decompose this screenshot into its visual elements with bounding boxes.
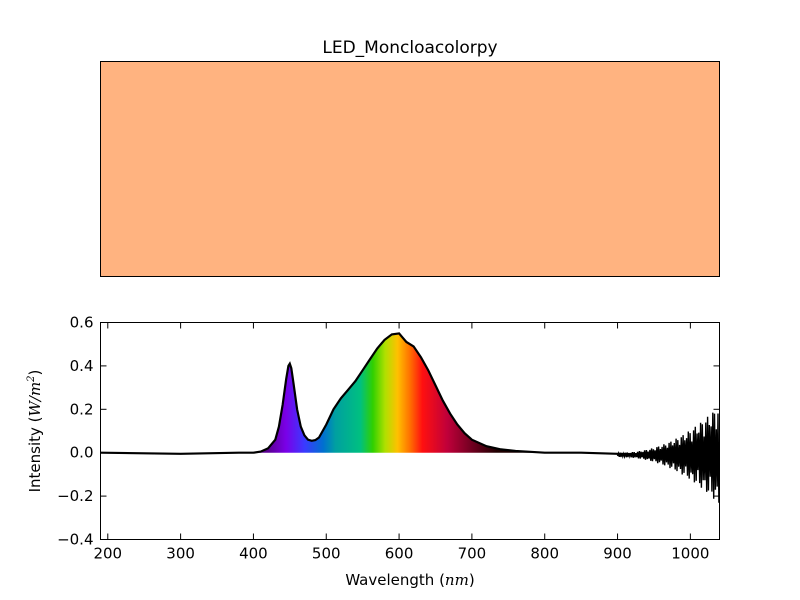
y-tick-label: 0.0 [70,444,94,462]
x-tick-label: 200 [93,545,122,563]
x-axis-ticks: 200 300 400 500 600 700 800 900 1000 [93,322,709,563]
x-tick-label: 400 [239,545,268,563]
y-tick-label: 0.4 [70,357,94,375]
x-tick-label: 1000 [671,545,709,563]
spectrum-plot: 200 300 400 500 600 700 800 900 1000 −0.4 −0.2 0.0… [57,314,720,563]
x-tick-label: 600 [385,545,414,563]
y-tick-label: −0.4 [57,531,93,549]
color-swatch-panel [100,61,720,277]
x-tick-label: 500 [312,545,341,563]
x-tick-label: 300 [166,545,195,563]
y-tick-label: −0.2 [57,487,93,505]
y-axis-ticks: −0.4 −0.2 0.0 0.2 0.4 0.6 [57,314,720,549]
spectrum-area-fill [100,333,720,453]
figure-title: LED_Moncloacolorpy [322,38,497,58]
x-axis-label: Wavelength (nm) [345,571,474,589]
plot-frame [100,322,720,540]
x-tick-label: 700 [458,545,487,563]
noise-trace [616,412,720,503]
spectrum-line [100,332,720,461]
y-tick-label: 0.6 [70,314,94,332]
y-axis-label: Intensity (W/m2) [26,370,44,493]
x-tick-label: 800 [530,545,559,563]
x-tick-label: 900 [603,545,632,563]
noise-tail [616,412,720,503]
y-tick-label: 0.2 [70,400,94,418]
